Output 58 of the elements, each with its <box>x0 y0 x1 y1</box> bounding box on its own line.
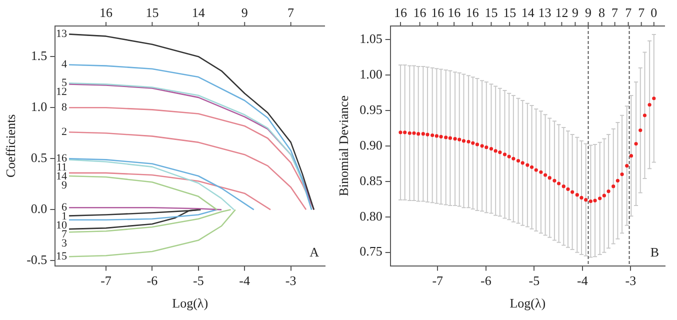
series-label: 15 <box>56 250 68 263</box>
x-tick-label: -4 <box>239 273 251 288</box>
y-tick-label: 0.80 <box>360 208 382 224</box>
x-tick-label: -5 <box>528 273 540 288</box>
y-tick-label: 0.95 <box>360 102 382 117</box>
annotation: B <box>650 244 660 260</box>
annotation: 7 <box>288 4 295 20</box>
annotation: 15 <box>484 4 498 20</box>
series-label: 13 <box>56 28 68 40</box>
series-label: 9 <box>62 180 68 192</box>
y-tick-label: 1.0 <box>30 99 48 114</box>
annotation: A <box>310 244 320 260</box>
y-axis-title: Binomial Deviance <box>336 95 352 196</box>
annotation: 12 <box>555 4 568 20</box>
annotation: 7 <box>612 4 619 20</box>
annotation: 16 <box>466 4 480 20</box>
x-axis-title: Log(λ) <box>510 296 546 311</box>
y-tick-label: 1.00 <box>360 66 382 82</box>
series-label: 2 <box>62 126 68 138</box>
annotation: 8 <box>598 4 606 20</box>
annotation: 14 <box>192 4 206 20</box>
x-tick-label: -4 <box>577 273 588 288</box>
annotation: 7 <box>638 4 646 20</box>
y-tick-label: 0.85 <box>360 172 382 188</box>
y-tick-label: 0.5 <box>30 150 48 166</box>
series-label: 8 <box>62 102 68 114</box>
annotation: 9 <box>585 4 592 20</box>
y-tick-label: 1.5 <box>30 48 48 64</box>
x-tick-label: -7 <box>432 273 444 288</box>
annotation: 14 <box>521 4 535 20</box>
x-tick-label: -3 <box>285 273 296 288</box>
series-label: 4 <box>62 58 68 71</box>
x-tick-label: -6 <box>480 273 492 288</box>
y-tick-label: 0.0 <box>30 201 48 216</box>
annotation: 7 <box>625 4 632 20</box>
annotation: 0 <box>650 4 658 20</box>
x-tick-label: -3 <box>625 273 636 288</box>
x-tick-label: -7 <box>100 273 112 288</box>
y-tick-label: 1.05 <box>360 30 382 46</box>
x-tick-label: -6 <box>146 273 158 288</box>
annotation: 16 <box>100 4 113 20</box>
annotation: 16 <box>431 4 445 20</box>
annotation: 9 <box>572 4 578 20</box>
y-tick-label: 0.75 <box>360 244 382 259</box>
annotation: 15 <box>503 4 516 20</box>
annotation: 16 <box>448 4 462 20</box>
annotation: 16 <box>413 4 427 20</box>
y-axis-title: Coefficients <box>3 114 18 178</box>
series-label: 12 <box>56 86 68 98</box>
annotation: 13 <box>538 4 552 20</box>
x-tick-label: -5 <box>192 273 204 288</box>
annotation: 15 <box>146 4 159 20</box>
annotation: 9 <box>241 4 248 20</box>
x-axis-title: Log(λ) <box>172 296 208 311</box>
series-label: 3 <box>62 238 68 250</box>
y-tick-label: 0.90 <box>360 137 382 152</box>
annotation: 16 <box>394 4 408 20</box>
y-tick-label: -0.5 <box>26 252 48 268</box>
